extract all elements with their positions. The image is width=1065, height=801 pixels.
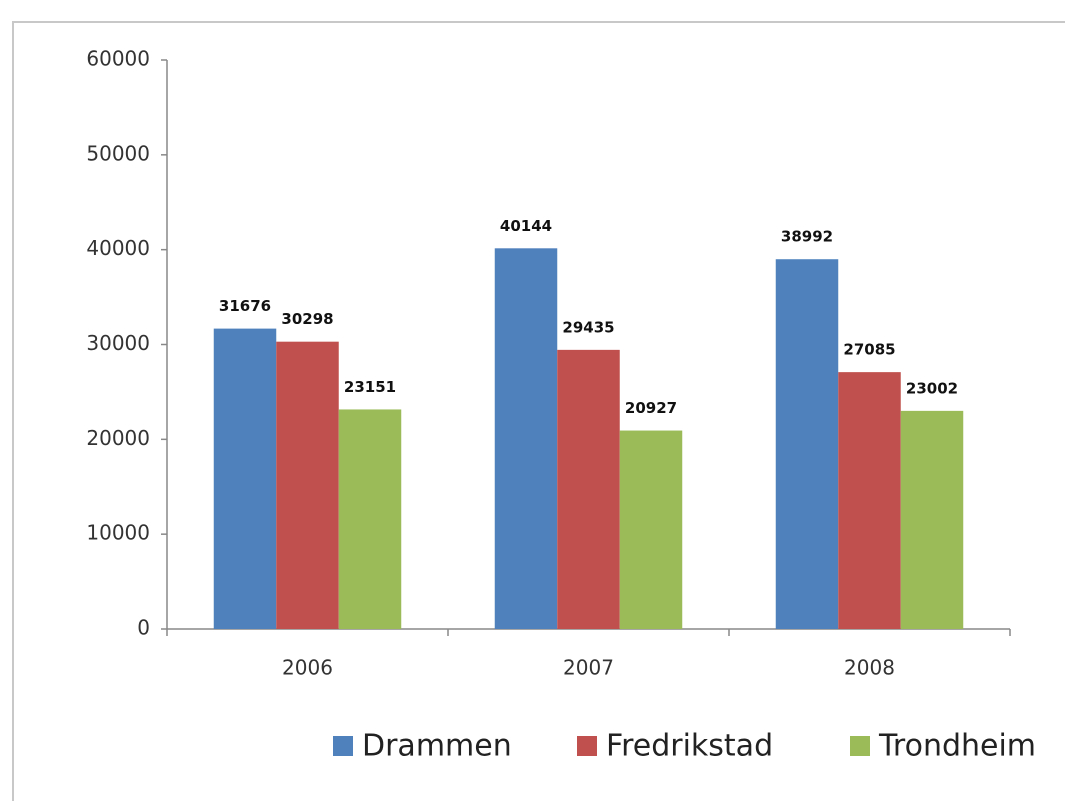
y-tick-label: 20000 (86, 426, 150, 450)
value-label: 38992 (781, 228, 833, 246)
bar (557, 349, 620, 629)
legend-label: Trondheim (878, 729, 1036, 764)
value-label: 20927 (625, 399, 677, 417)
value-label: 30298 (281, 310, 333, 328)
bar (619, 430, 683, 629)
y-tick-label: 40000 (86, 236, 150, 260)
bar (276, 341, 339, 629)
y-tick-label: 0 (137, 616, 150, 640)
legend-swatch (850, 736, 870, 756)
value-label: 40144 (500, 217, 552, 235)
y-tick-label: 60000 (86, 47, 150, 71)
legend-swatch (333, 736, 353, 756)
y-tick-label: 50000 (86, 141, 150, 165)
x-tick-label: 2007 (563, 656, 614, 680)
value-label: 31676 (219, 297, 271, 315)
legend-swatch (577, 736, 597, 756)
legend-label: Drammen (362, 729, 512, 764)
x-tick-label: 2006 (282, 656, 333, 680)
bar (338, 409, 402, 629)
bar (900, 410, 964, 629)
bar (213, 328, 277, 629)
legend-label: Fredrikstad (606, 729, 773, 764)
y-tick-label: 30000 (86, 331, 150, 355)
bar (838, 372, 901, 629)
value-label: 29435 (562, 318, 614, 336)
bar (494, 248, 558, 629)
value-label: 27085 (843, 341, 895, 359)
value-label: 23002 (906, 379, 958, 397)
bar (775, 259, 839, 629)
chart-frame (12, 21, 1065, 801)
x-tick-label: 2008 (844, 656, 895, 680)
y-tick-label: 10000 (86, 521, 150, 545)
value-label: 23151 (344, 378, 396, 396)
